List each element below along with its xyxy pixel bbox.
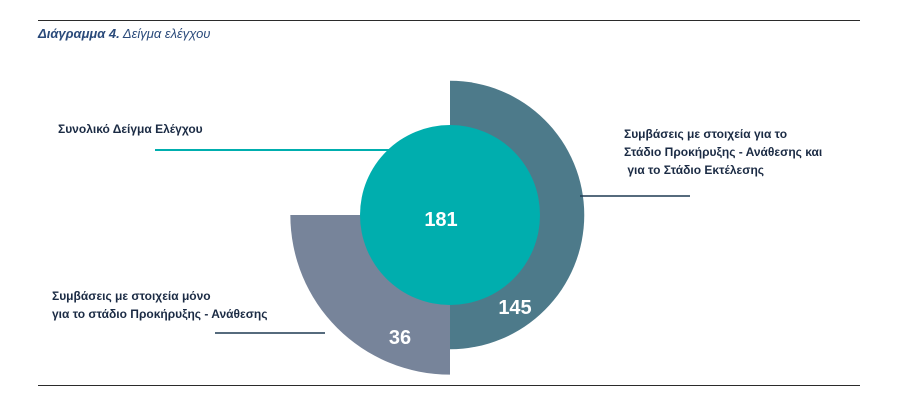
label-both-stages-line-3: για το Στάδιο Εκτέλεσης bbox=[624, 163, 765, 177]
top-rule bbox=[38, 20, 860, 21]
label-award-only-line-2: για το στάδιο Προκήρυξης - Ανάθεσης bbox=[52, 307, 268, 321]
label-total-sample: Συνολικό Δείγμα Ελέγχου bbox=[58, 120, 203, 138]
label-total-line: Συνολικό Δείγμα Ελέγχου bbox=[58, 122, 203, 136]
label-both-stages-line-1: Συμβάσεις με στοιχεία για το bbox=[624, 127, 788, 141]
caption-label: Διάγραμμα 4. bbox=[38, 26, 120, 41]
value-both-stages: 145 bbox=[498, 297, 531, 319]
label-both-stages: Συμβάσεις με στοιχεία για το Στάδιο Προκ… bbox=[624, 125, 822, 179]
disc-total-sample bbox=[360, 125, 540, 305]
bottom-rule bbox=[38, 385, 860, 386]
label-both-stages-line-2: Στάδιο Προκήρυξης - Ανάθεσης και bbox=[624, 145, 823, 159]
caption-text: Δείγμα ελέγχου bbox=[122, 26, 211, 41]
value-total-sample: 181 bbox=[424, 209, 457, 231]
label-award-only: Συμβάσεις με στοιχεία μόνο για το στάδιο… bbox=[52, 287, 268, 323]
figure-caption: Διάγραμμα 4. Δείγμα ελέγχου bbox=[38, 26, 210, 41]
label-award-only-line-1: Συμβάσεις με στοιχεία μόνο bbox=[52, 289, 211, 303]
value-award-only: 36 bbox=[389, 327, 411, 349]
